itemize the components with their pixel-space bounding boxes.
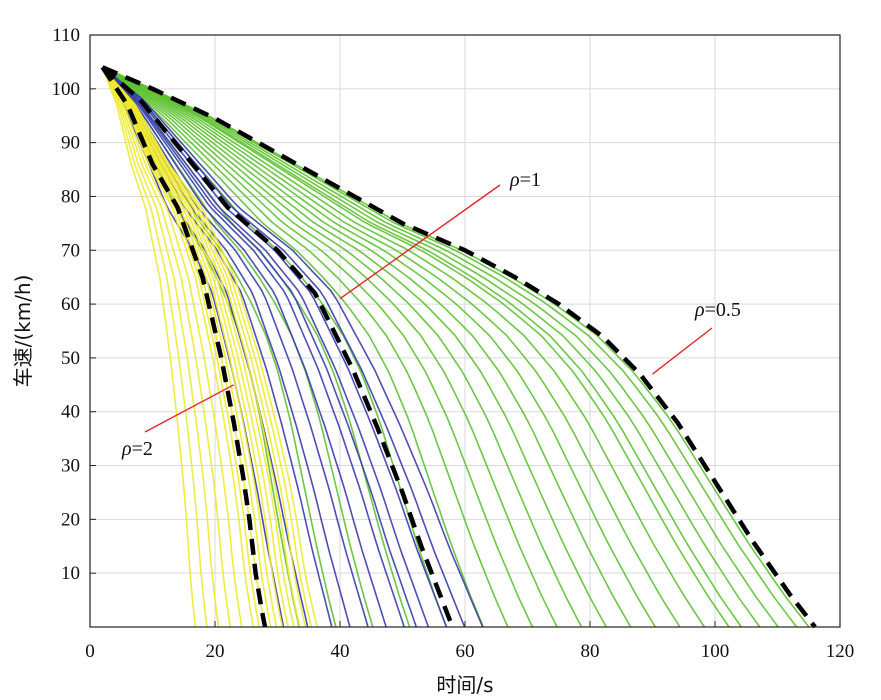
annotation-value: =1	[520, 169, 541, 191]
mean-curve-series-1	[101, 65, 817, 629]
x-tick-label: 100	[701, 641, 730, 662]
y-tick-label: 50	[61, 348, 80, 369]
x-tick-label: 80	[581, 641, 600, 662]
sample-curve	[102, 66, 706, 628]
y-tick-label: 30	[61, 456, 80, 477]
sample-curve	[101, 67, 197, 628]
annotation-rho: ρ	[509, 169, 520, 191]
sample-curve	[101, 66, 318, 628]
sample-curve	[101, 66, 295, 628]
sample-curve	[101, 66, 220, 628]
x-tick-label: 0	[85, 641, 95, 662]
sample-curve	[102, 66, 632, 628]
annotation-pointer	[652, 327, 713, 375]
mean-curve-series-3	[100, 66, 268, 628]
annotation-pointer	[144, 384, 235, 433]
x-tick-label: 120	[826, 641, 855, 662]
annotation-value: =2	[132, 438, 153, 460]
sample-curve	[101, 66, 405, 628]
sample-curve	[101, 66, 208, 628]
annotation-label: ρ=2	[121, 438, 153, 460]
sample-curve	[102, 66, 656, 628]
annotation-rho: ρ	[121, 438, 132, 460]
annotation-label: ρ=1	[509, 169, 541, 191]
mean-curve-series-2	[101, 65, 455, 628]
sample-curve	[101, 66, 231, 628]
sample-curve	[102, 66, 681, 628]
y-axis-label: 车速/(km/h)	[11, 275, 35, 388]
sample-curve	[102, 66, 730, 628]
sample-curve	[102, 66, 779, 628]
sample-curve	[102, 66, 558, 628]
x-tick-label: 40	[331, 641, 350, 662]
sample-curve	[101, 66, 301, 628]
sample-curve	[102, 66, 607, 628]
sample-curve	[102, 66, 484, 628]
y-tick-label: 100	[52, 79, 81, 100]
sample-curve	[101, 66, 284, 628]
sample-curve	[102, 66, 742, 628]
sample-curve	[101, 66, 313, 628]
annotation-rho: ρ	[694, 299, 705, 321]
y-tick-label: 40	[61, 402, 80, 423]
x-tick-label: 60	[456, 641, 475, 662]
y-tick-label: 10	[61, 563, 80, 584]
mean-curves	[100, 65, 817, 629]
sample-curve	[101, 66, 243, 628]
y-tick-label: 110	[52, 25, 80, 46]
sample-curve	[101, 66, 387, 628]
y-tick-label: 20	[61, 509, 80, 530]
annotation-value: =0.5	[705, 299, 741, 321]
y-tick-label: 80	[61, 186, 80, 207]
sample-curve	[102, 66, 761, 628]
sample-curve	[101, 66, 418, 628]
sample-curve	[102, 66, 583, 628]
annotation-pointer	[339, 184, 501, 300]
sample-curve	[101, 66, 485, 628]
x-tick-label: 20	[206, 641, 225, 662]
x-axis-label: 时间/s	[436, 673, 493, 697]
y-tick-label: 90	[61, 133, 80, 154]
annotations: ρ=1ρ=0.5ρ=2	[121, 169, 741, 460]
sample-curve	[101, 66, 255, 628]
y-tick-label: 70	[61, 240, 80, 261]
sample-curve	[102, 66, 509, 628]
sample-curve	[102, 66, 534, 628]
tick-labels: 0 20 40 60 80 100 120 10 20 30 40 50 60 70 80 90 100 110	[52, 25, 855, 662]
annotation-label: ρ=0.5	[694, 299, 741, 321]
sample-curve	[101, 66, 430, 628]
y-tick-label: 60	[61, 294, 80, 315]
